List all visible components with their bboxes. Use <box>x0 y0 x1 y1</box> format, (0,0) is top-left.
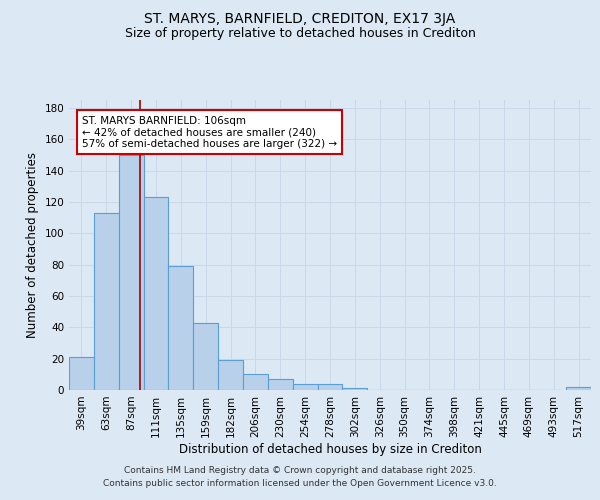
Text: Size of property relative to detached houses in Crediton: Size of property relative to detached ho… <box>125 28 475 40</box>
Text: ST. MARYS BARNFIELD: 106sqm
← 42% of detached houses are smaller (240)
57% of se: ST. MARYS BARNFIELD: 106sqm ← 42% of det… <box>82 116 337 149</box>
Bar <box>218 360 243 390</box>
Bar <box>268 379 293 390</box>
Bar <box>193 322 218 390</box>
Bar <box>119 155 143 390</box>
Text: Contains HM Land Registry data © Crown copyright and database right 2025.
Contai: Contains HM Land Registry data © Crown c… <box>103 466 497 487</box>
Bar <box>343 388 367 390</box>
Bar <box>94 213 119 390</box>
Bar <box>293 384 317 390</box>
Bar <box>566 387 591 390</box>
Bar <box>69 357 94 390</box>
Text: ST. MARYS, BARNFIELD, CREDITON, EX17 3JA: ST. MARYS, BARNFIELD, CREDITON, EX17 3JA <box>145 12 455 26</box>
Bar <box>143 197 169 390</box>
Bar <box>169 266 193 390</box>
Bar <box>243 374 268 390</box>
Bar <box>317 384 343 390</box>
X-axis label: Distribution of detached houses by size in Crediton: Distribution of detached houses by size … <box>179 442 481 456</box>
Y-axis label: Number of detached properties: Number of detached properties <box>26 152 39 338</box>
